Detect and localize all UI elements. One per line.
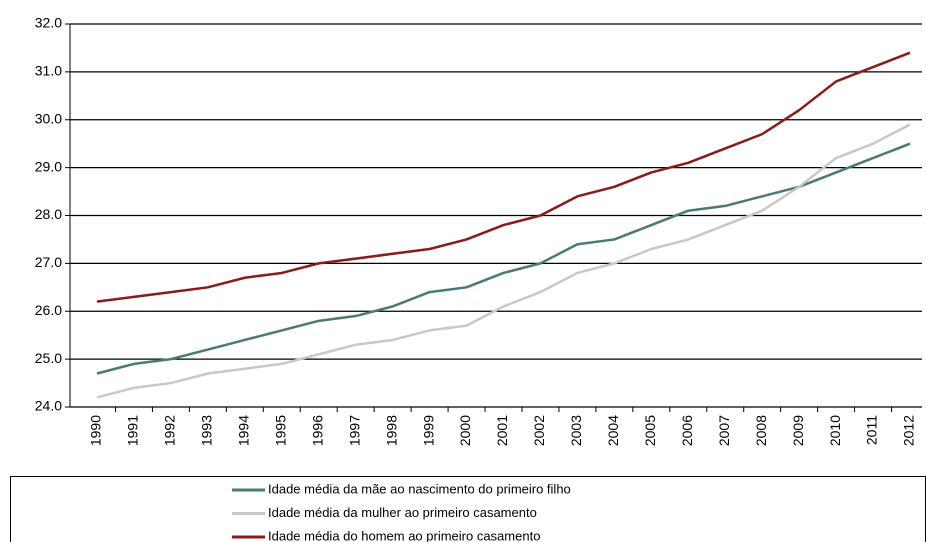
x-tick-label: 2001	[494, 415, 510, 446]
legend-label: Idade média do homem ao primeiro casamen…	[268, 528, 540, 542]
x-tick-label: 2007	[716, 415, 732, 446]
y-tick-label: 28.0	[35, 206, 62, 222]
x-tick-label: 1998	[383, 415, 399, 446]
x-tick-label: 1992	[162, 415, 178, 446]
x-tick-label: 2009	[790, 415, 806, 446]
x-tick-label: 2003	[568, 415, 584, 446]
x-tick-label: 2012	[901, 415, 917, 446]
y-tick-label: 24.0	[35, 398, 62, 414]
x-tick-label: 2011	[864, 415, 880, 445]
x-tick-label: 2006	[679, 415, 695, 446]
legend-label: Idade média da mãe ao nascimento do prim…	[268, 481, 571, 496]
x-tick-label: 1996	[309, 415, 325, 446]
x-tick-label: 2004	[605, 415, 621, 446]
legend-label: Idade média da mulher ao primeiro casame…	[268, 505, 537, 520]
y-tick-label: 27.0	[35, 254, 62, 270]
x-tick-label: 2008	[753, 415, 769, 446]
x-tick-label: 2000	[457, 415, 473, 446]
x-tick-label: 2010	[827, 415, 843, 446]
series-line	[96, 51, 911, 303]
x-tick-label: 1997	[346, 415, 362, 446]
y-tick-label: 30.0	[35, 110, 62, 126]
y-tick-label: 32.0	[35, 15, 62, 31]
series-line	[96, 142, 911, 375]
series-line	[96, 123, 911, 399]
x-tick-label: 1990	[88, 415, 104, 446]
x-tick-label: 2002	[531, 415, 547, 446]
x-tick-label: 1994	[236, 415, 252, 446]
y-tick-label: 25.0	[35, 350, 62, 366]
x-tick-label: 1991	[125, 415, 141, 446]
legend: Idade média da mãe ao nascimento do prim…	[232, 481, 571, 542]
y-tick-label: 29.0	[35, 158, 62, 174]
x-tick-label: 2005	[642, 415, 658, 446]
x-tick-label: 1993	[199, 415, 215, 446]
x-tick-label: 1999	[420, 415, 436, 446]
y-tick-label: 31.0	[35, 63, 62, 79]
x-tick-label: 1995	[272, 415, 288, 446]
y-tick-label: 26.0	[35, 302, 62, 318]
